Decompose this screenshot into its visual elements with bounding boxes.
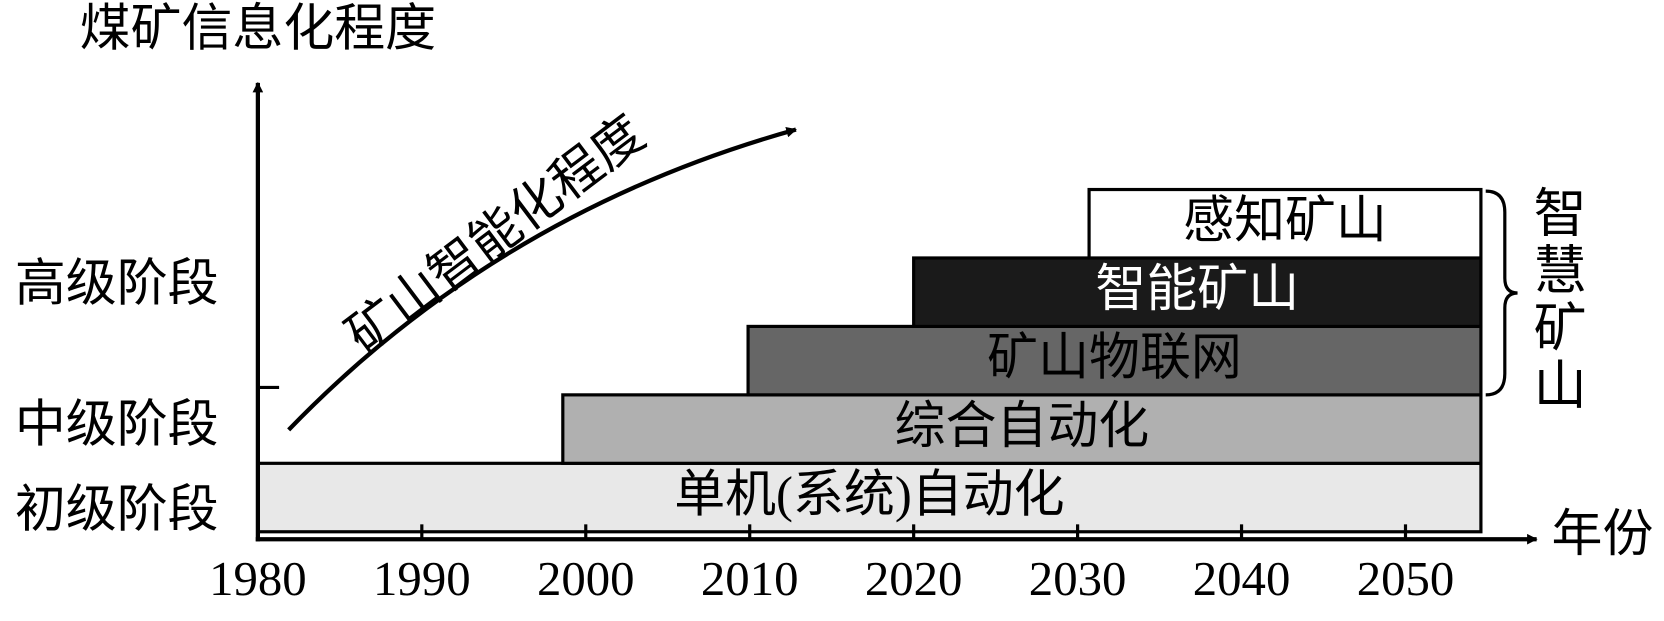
stage-bar xyxy=(912,256,1483,329)
stage-label: 感知矿山 xyxy=(1183,194,1387,250)
stage-bar xyxy=(561,393,1483,465)
trend-arrow xyxy=(287,127,797,432)
stage-bar xyxy=(1087,187,1483,260)
level-label: 初级阶段 xyxy=(15,482,219,538)
bracket xyxy=(1485,189,1518,397)
y-axis-title: 煤矿信息化程度 xyxy=(80,1,436,58)
stage-label: 单机(系统)自动化 xyxy=(674,467,1064,523)
stage-label: 矿山物联网 xyxy=(987,330,1242,386)
x-tick-label: 1990 xyxy=(373,552,471,606)
bracket-label: 智慧矿山 xyxy=(1526,185,1586,414)
x-axis-title: 年份 xyxy=(1552,507,1654,563)
x-tick-label: 2040 xyxy=(1193,552,1291,606)
x-tick-label: 2010 xyxy=(701,552,799,606)
x-tick-label: 2030 xyxy=(1029,552,1127,606)
x-tick-label: 2000 xyxy=(537,552,635,606)
stage-label: 智能矿山 xyxy=(1095,262,1299,318)
x-tick-label: 2050 xyxy=(1357,552,1455,606)
stage-bar xyxy=(256,461,1483,534)
x-tick-label: 2020 xyxy=(865,552,963,606)
level-label: 中级阶段 xyxy=(15,398,219,454)
x-tick-label: 1980 xyxy=(209,552,307,606)
arrow-label: 矿山智能化程度 xyxy=(337,106,655,365)
level-label: 高级阶段 xyxy=(15,256,219,312)
stage-label: 综合自动化 xyxy=(895,399,1150,455)
